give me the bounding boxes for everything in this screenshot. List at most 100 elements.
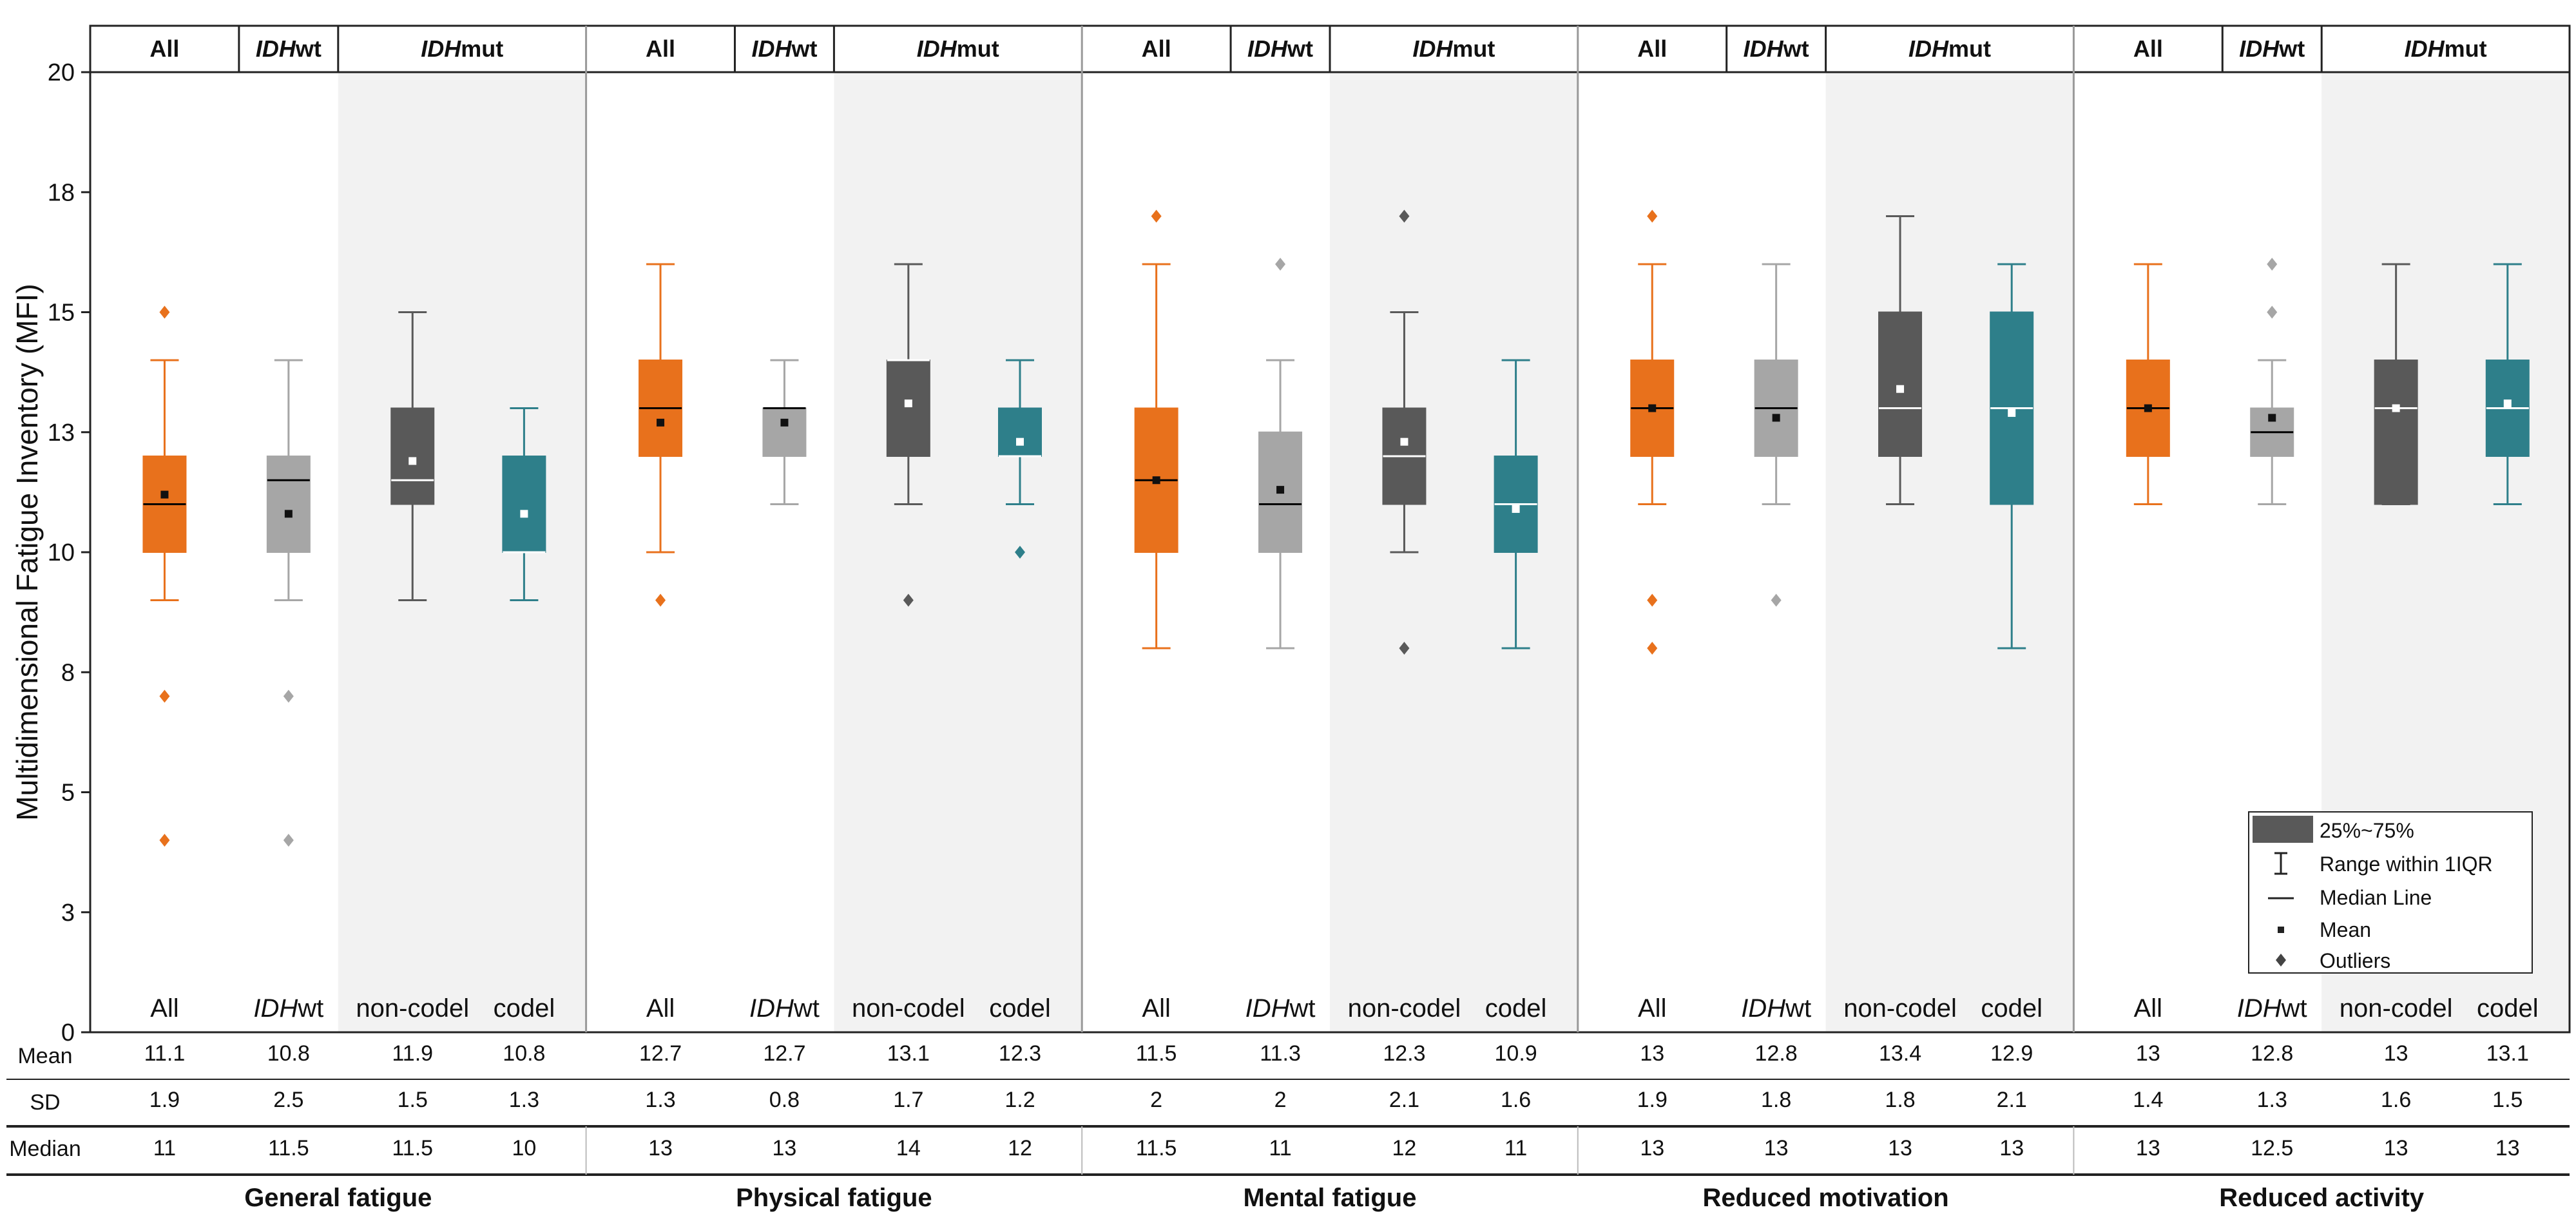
outlier-marker [1647, 642, 1658, 655]
stat-sd-value: 1.3 [509, 1088, 539, 1112]
stat-median-value: 13 [1640, 1136, 1664, 1160]
stat-sd-value: 1.2 [1004, 1088, 1035, 1112]
idhmut-shade-region [338, 72, 586, 1032]
outlier-marker [1151, 209, 1162, 223]
group-label: IDHwt [1741, 994, 1811, 1023]
stat-median-value: 13 [2384, 1136, 2408, 1160]
stat-mean-value: 12.7 [639, 1041, 682, 1066]
stat-median-value: 11.5 [268, 1136, 309, 1160]
stat-mean-value: 11.9 [392, 1041, 433, 1066]
iqr-box [502, 456, 546, 553]
stat-sd-value: 2.1 [1389, 1088, 1419, 1112]
group-label: non-codel [1843, 994, 1957, 1023]
stat-median-value: 12 [1392, 1136, 1417, 1160]
stat-median-value: 13 [1999, 1136, 2024, 1160]
iqr-box [886, 360, 930, 457]
stat-median-value: 11.5 [1136, 1136, 1177, 1160]
header-label-idhmut: IDHmut [2405, 35, 2487, 62]
stat-mean-value: 10.9 [1495, 1041, 1537, 1066]
stat-median-value: 12 [1008, 1136, 1032, 1160]
box-group [998, 359, 1042, 559]
group-label: All [1142, 994, 1170, 1023]
outlier-marker [1399, 642, 1410, 655]
outlier-marker [159, 689, 170, 703]
stat-median-value: 11 [1504, 1136, 1527, 1160]
legend-outlier-symbol [2276, 954, 2286, 967]
stat-sd-value: 1.8 [1885, 1088, 1915, 1112]
group-label: codel [494, 994, 555, 1023]
idhmut-shade-region [834, 72, 1082, 1032]
box-group [639, 263, 683, 607]
stat-mean-value: 11.3 [1260, 1041, 1301, 1066]
iqr-box [998, 407, 1042, 457]
group-label: All [150, 994, 178, 1023]
header-label-idhmut: IDHmut [421, 35, 503, 62]
mean-marker [2268, 414, 2276, 422]
mean-marker [2503, 399, 2512, 408]
stat-mean-value: 12.9 [1990, 1041, 2033, 1066]
y-tick-label: 8 [61, 659, 75, 686]
outlier-marker [159, 305, 170, 319]
stat-sd-value: 1.9 [149, 1088, 180, 1112]
group-label: IDHwt [253, 994, 323, 1023]
outlier-marker [655, 593, 666, 607]
mean-marker [1896, 385, 1905, 393]
outlier-marker [2267, 258, 2278, 271]
stat-mean-value: 13 [1640, 1041, 1664, 1066]
iqr-box [762, 407, 807, 457]
row-label-mean: Mean [17, 1044, 72, 1068]
box-group [502, 407, 546, 601]
stat-sd-value: 2 [1274, 1088, 1287, 1112]
stat-mean-value: 12.3 [999, 1041, 1041, 1066]
group-label: IDHwt [2237, 994, 2307, 1023]
box-group [1258, 258, 1303, 650]
mean-marker [409, 457, 417, 465]
group-label: IDHwt [749, 994, 820, 1023]
iqr-box [390, 407, 435, 505]
stat-sd-value: 2.5 [273, 1088, 303, 1112]
header-label-idhwt: IDHwt [2239, 35, 2305, 62]
stat-mean-value: 12.7 [763, 1041, 805, 1066]
box-group [1754, 263, 1798, 607]
group-label: All [2134, 994, 2162, 1023]
y-tick-label: 3 [61, 900, 75, 927]
stat-sd-value: 1.7 [893, 1088, 923, 1112]
iqr-box [1878, 311, 1923, 457]
legend-box-label: 25%~75% [2320, 819, 2414, 842]
stat-sd-value: 2.1 [1997, 1088, 2027, 1112]
stat-median-value: 11 [153, 1136, 176, 1160]
stat-median-value: 13 [1888, 1136, 1912, 1160]
iqr-box [266, 456, 311, 553]
outlier-marker [283, 689, 294, 703]
y-tick-label: 18 [48, 179, 75, 206]
y-tick-label: 15 [48, 300, 75, 327]
header-label-idhwt: IDHwt [751, 35, 817, 62]
legend-median-label: Median Line [2320, 886, 2432, 909]
box-group [390, 311, 435, 601]
legend-range-label: Range within 1IQR [2320, 852, 2493, 876]
stat-mean-value: 11.5 [1136, 1041, 1177, 1066]
mean-marker [904, 399, 912, 408]
stat-sd-value: 1.3 [2257, 1088, 2287, 1112]
stat-median-value: 13 [2136, 1136, 2160, 1160]
header-label-all: All [2133, 35, 2163, 62]
stat-sd-value: 1.8 [1761, 1088, 1791, 1112]
group-label: All [646, 994, 675, 1023]
y-tick-label: 10 [48, 539, 75, 566]
mean-marker [1152, 476, 1160, 485]
box-group [1630, 209, 1675, 655]
box-group [142, 305, 187, 847]
mean-marker [1512, 505, 1520, 513]
y-tick-label: 5 [61, 780, 75, 807]
group-label: All [1638, 994, 1666, 1023]
stat-mean-value: 12.8 [1755, 1041, 1798, 1066]
stat-mean-value: 11.1 [144, 1041, 186, 1066]
row-label-median: Median [9, 1137, 81, 1161]
header-label-all: All [646, 35, 675, 62]
outlier-marker [1647, 209, 1658, 223]
mean-marker [1016, 438, 1024, 446]
y-tick-label: 13 [48, 419, 75, 447]
mean-marker [1648, 404, 1657, 412]
group-label: codel [989, 994, 1051, 1023]
stat-median-value: 13 [1764, 1136, 1789, 1160]
